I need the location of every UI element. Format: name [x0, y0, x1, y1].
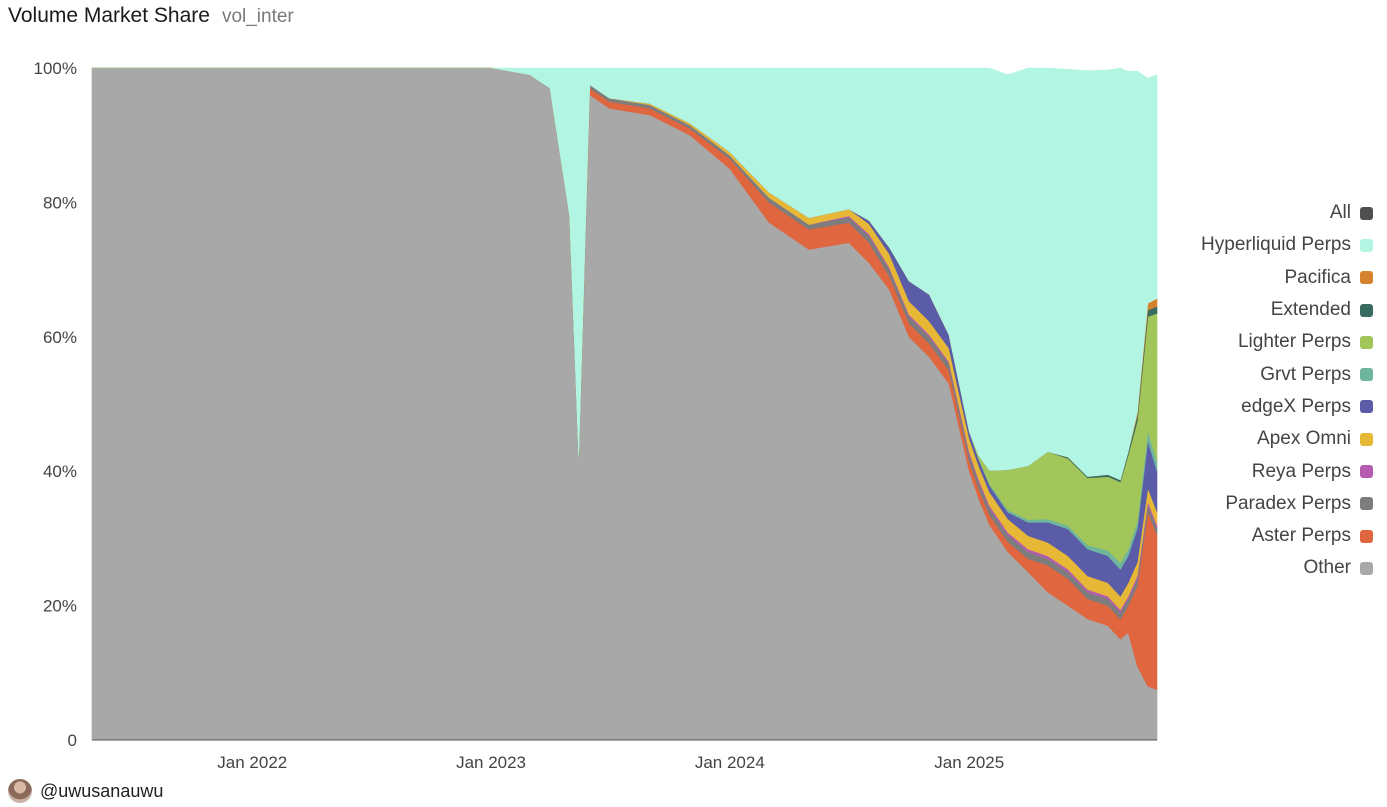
y-tick-label: 80% — [43, 193, 77, 212]
legend-swatch — [1360, 335, 1373, 349]
legend-swatch — [1360, 206, 1373, 220]
legend-label: Grvt Perps — [1260, 363, 1351, 385]
legend-item-edgex-perps[interactable]: edgeX Perps — [1113, 391, 1373, 423]
x-tick-label: Jan 2024 — [695, 753, 765, 772]
legend-label: All — [1329, 202, 1351, 224]
area-hyperliquid-perps — [92, 67, 1158, 481]
legend-item-grvt-perps[interactable]: Grvt Perps — [1113, 358, 1373, 390]
y-axis-ticks: 0 20% 40% 60% 80% 100% — [34, 59, 77, 750]
area-layers — [91, 67, 1158, 741]
legend-item-apex-omni[interactable]: Apex Omni — [1113, 423, 1373, 455]
legend-item-pacifica[interactable]: Pacifica — [1113, 262, 1373, 294]
legend-item-hyperliquid-perps[interactable]: Hyperliquid Perps — [1113, 229, 1373, 261]
legend-swatch — [1360, 238, 1373, 252]
stacked-area-chart: 020%40%60%80%100% Jan 2022 Jan 2023 Jan 20… — [34, 59, 1158, 772]
legend-item-paradex-perps[interactable]: Paradex Perps — [1113, 488, 1373, 520]
legend-label: Aster Perps — [1251, 525, 1351, 547]
legend-label: Apex Omni — [1257, 428, 1351, 450]
legend-item-aster-perps[interactable]: Aster Perps — [1113, 520, 1373, 552]
attribution: @uwusanauwu — [8, 779, 163, 803]
chart-header: Volume Market Share vol_inter — [8, 4, 294, 28]
legend-swatch — [1360, 271, 1373, 285]
y-tick-label: 0 — [68, 731, 77, 750]
legend-swatch — [1360, 529, 1373, 543]
legend-item-lighter-perps[interactable]: Lighter Perps — [1113, 326, 1373, 358]
legend-label: Reya Perps — [1251, 460, 1351, 482]
legend-label: Other — [1303, 557, 1351, 579]
avatar — [8, 779, 32, 803]
y-tick-label: 100% — [34, 59, 77, 78]
chart-subtitle: vol_inter — [221, 6, 294, 27]
legend-item-reya-perps[interactable]: Reya Perps — [1113, 455, 1373, 487]
x-axis-ticks: Jan 2022 Jan 2023 Jan 2024 Jan 2025 — [217, 753, 1004, 772]
y-tick-label: 60% — [43, 328, 77, 347]
legend-swatch — [1360, 561, 1373, 575]
legend-label: edgeX Perps — [1241, 395, 1351, 417]
x-tick-label: Jan 2022 — [217, 753, 287, 772]
legend-item-extended[interactable]: Extended — [1113, 294, 1373, 326]
legend-item-other[interactable]: Other — [1113, 552, 1373, 584]
legend-item-all[interactable]: All — [1113, 197, 1373, 229]
legend-swatch — [1360, 497, 1373, 511]
x-tick-label: Jan 2025 — [934, 753, 1004, 772]
author-handle: @uwusanauwu — [40, 780, 164, 801]
chart-legend: All Hyperliquid Perps Pacifica Extended Ligh… — [1113, 197, 1373, 585]
legend-label: Extended — [1270, 299, 1351, 321]
legend-swatch — [1360, 432, 1373, 446]
legend-label: Paradex Perps — [1225, 492, 1351, 514]
legend-label: Lighter Perps — [1237, 331, 1351, 353]
legend-swatch — [1360, 465, 1373, 479]
y-tick-label: 20% — [43, 597, 77, 616]
legend-swatch — [1360, 368, 1373, 382]
chart-title: Volume Market Share — [8, 4, 210, 27]
y-tick-label: 40% — [43, 462, 77, 481]
legend-swatch — [1360, 400, 1373, 414]
legend-label: Hyperliquid Perps — [1201, 234, 1351, 256]
legend-label: Pacifica — [1284, 266, 1351, 288]
x-tick-label: Jan 2023 — [456, 753, 526, 772]
legend-swatch — [1360, 303, 1373, 317]
